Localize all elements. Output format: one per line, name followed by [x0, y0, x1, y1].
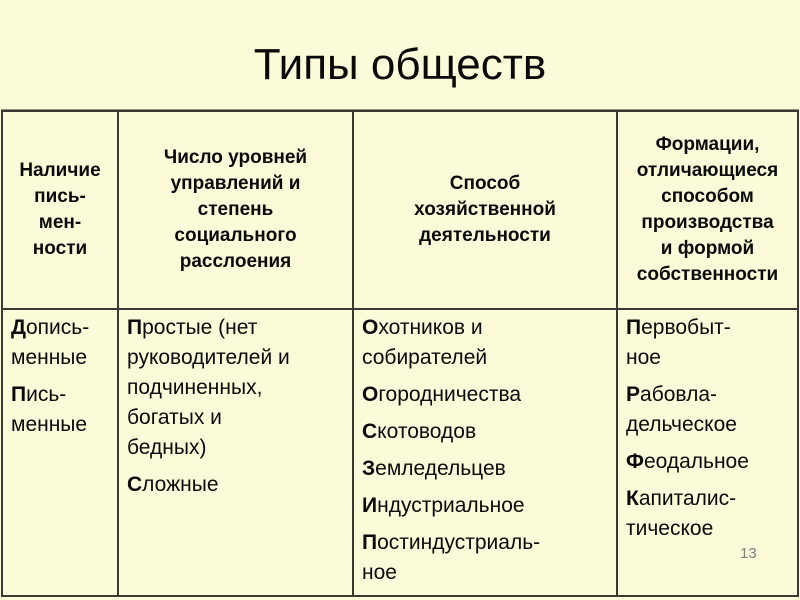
header-cell-formations: Формации, отличающиеся способом производ…: [616, 110, 799, 310]
page-title: Типы обществ: [253, 40, 547, 89]
body-cell-economic-activity: Охотников и собирателей Огородничества Ско…: [352, 308, 618, 597]
header-row: Наличие пись- мен- ности Число уровней у…: [1, 110, 799, 310]
header-cell-economic-activity: Способ хозяйственной деятельности: [352, 110, 618, 310]
body-row: Допись- менные Пись- менные Простые (нет …: [1, 308, 799, 597]
body-cell-writing: Допись- менные Пись- менные: [1, 308, 119, 597]
page-number: 13: [740, 545, 757, 562]
body-cell-formations: Первобыт- ное Рабовла- дельческое Феодальн…: [616, 308, 799, 597]
body-cell-complexity: Простые (нет руководителей и подчиненных…: [117, 308, 354, 597]
header-cell-management-levels: Число уровней управлений и степень социа…: [117, 110, 354, 310]
societies-table: Наличие пись- мен- ности Число уровней у…: [1, 110, 799, 597]
header-cell-writing: Наличие пись- мен- ности: [1, 110, 119, 310]
